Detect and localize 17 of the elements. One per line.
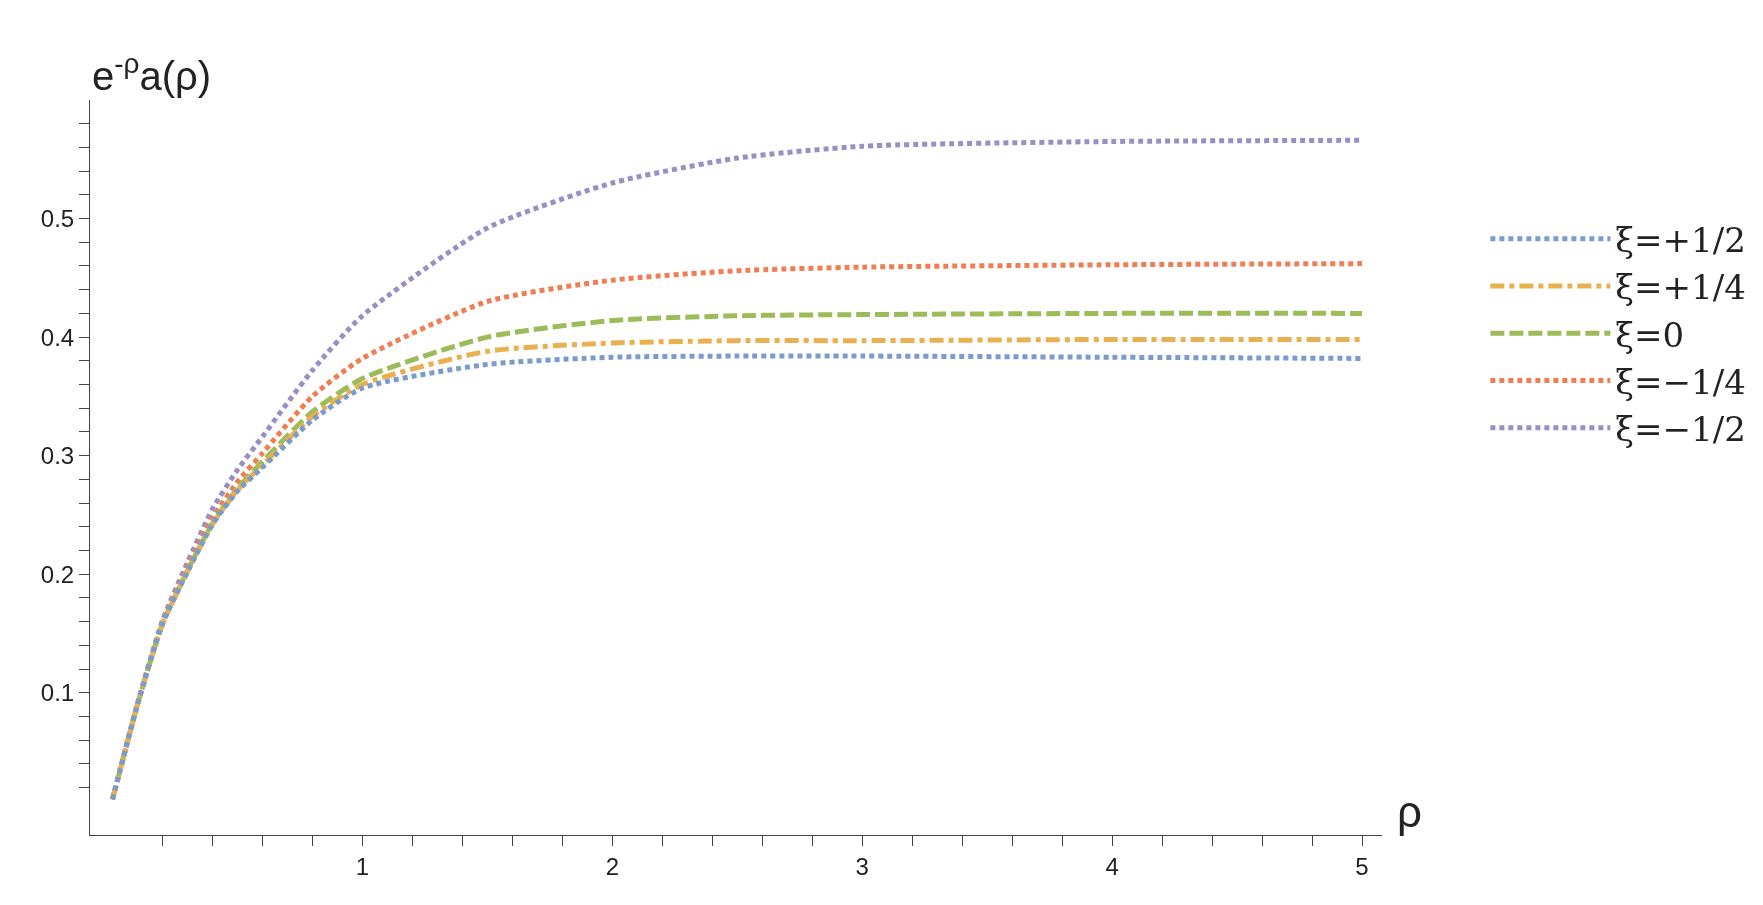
y-tick-label: 0.4 — [40, 323, 75, 351]
y-tick-label: 0.1 — [40, 679, 75, 707]
legend-label: ξ=−1/4 — [1615, 361, 1746, 402]
y-tick-label: 0.3 — [40, 442, 75, 470]
legend-label: ξ=+1/2 — [1615, 220, 1746, 261]
x-tick-label: 4 — [1105, 852, 1119, 880]
x-tick-label: 1 — [355, 852, 370, 880]
x-tick-label: 2 — [605, 852, 619, 880]
y-axis-title: e$^{-ρ}$a(ρ) — [92, 48, 212, 98]
legend-label: ξ=0 — [1615, 314, 1685, 355]
legend-label: ξ=−1/2 — [1615, 408, 1746, 449]
x-axis-title: ρ — [1397, 787, 1423, 836]
x-tick-label: 5 — [1355, 852, 1369, 880]
x-tick-label: 3 — [855, 852, 869, 880]
y-tick-label: 0.5 — [40, 204, 75, 232]
legend-label: ξ=+1/4 — [1615, 267, 1746, 308]
y-tick-label: 0.2 — [40, 560, 75, 588]
